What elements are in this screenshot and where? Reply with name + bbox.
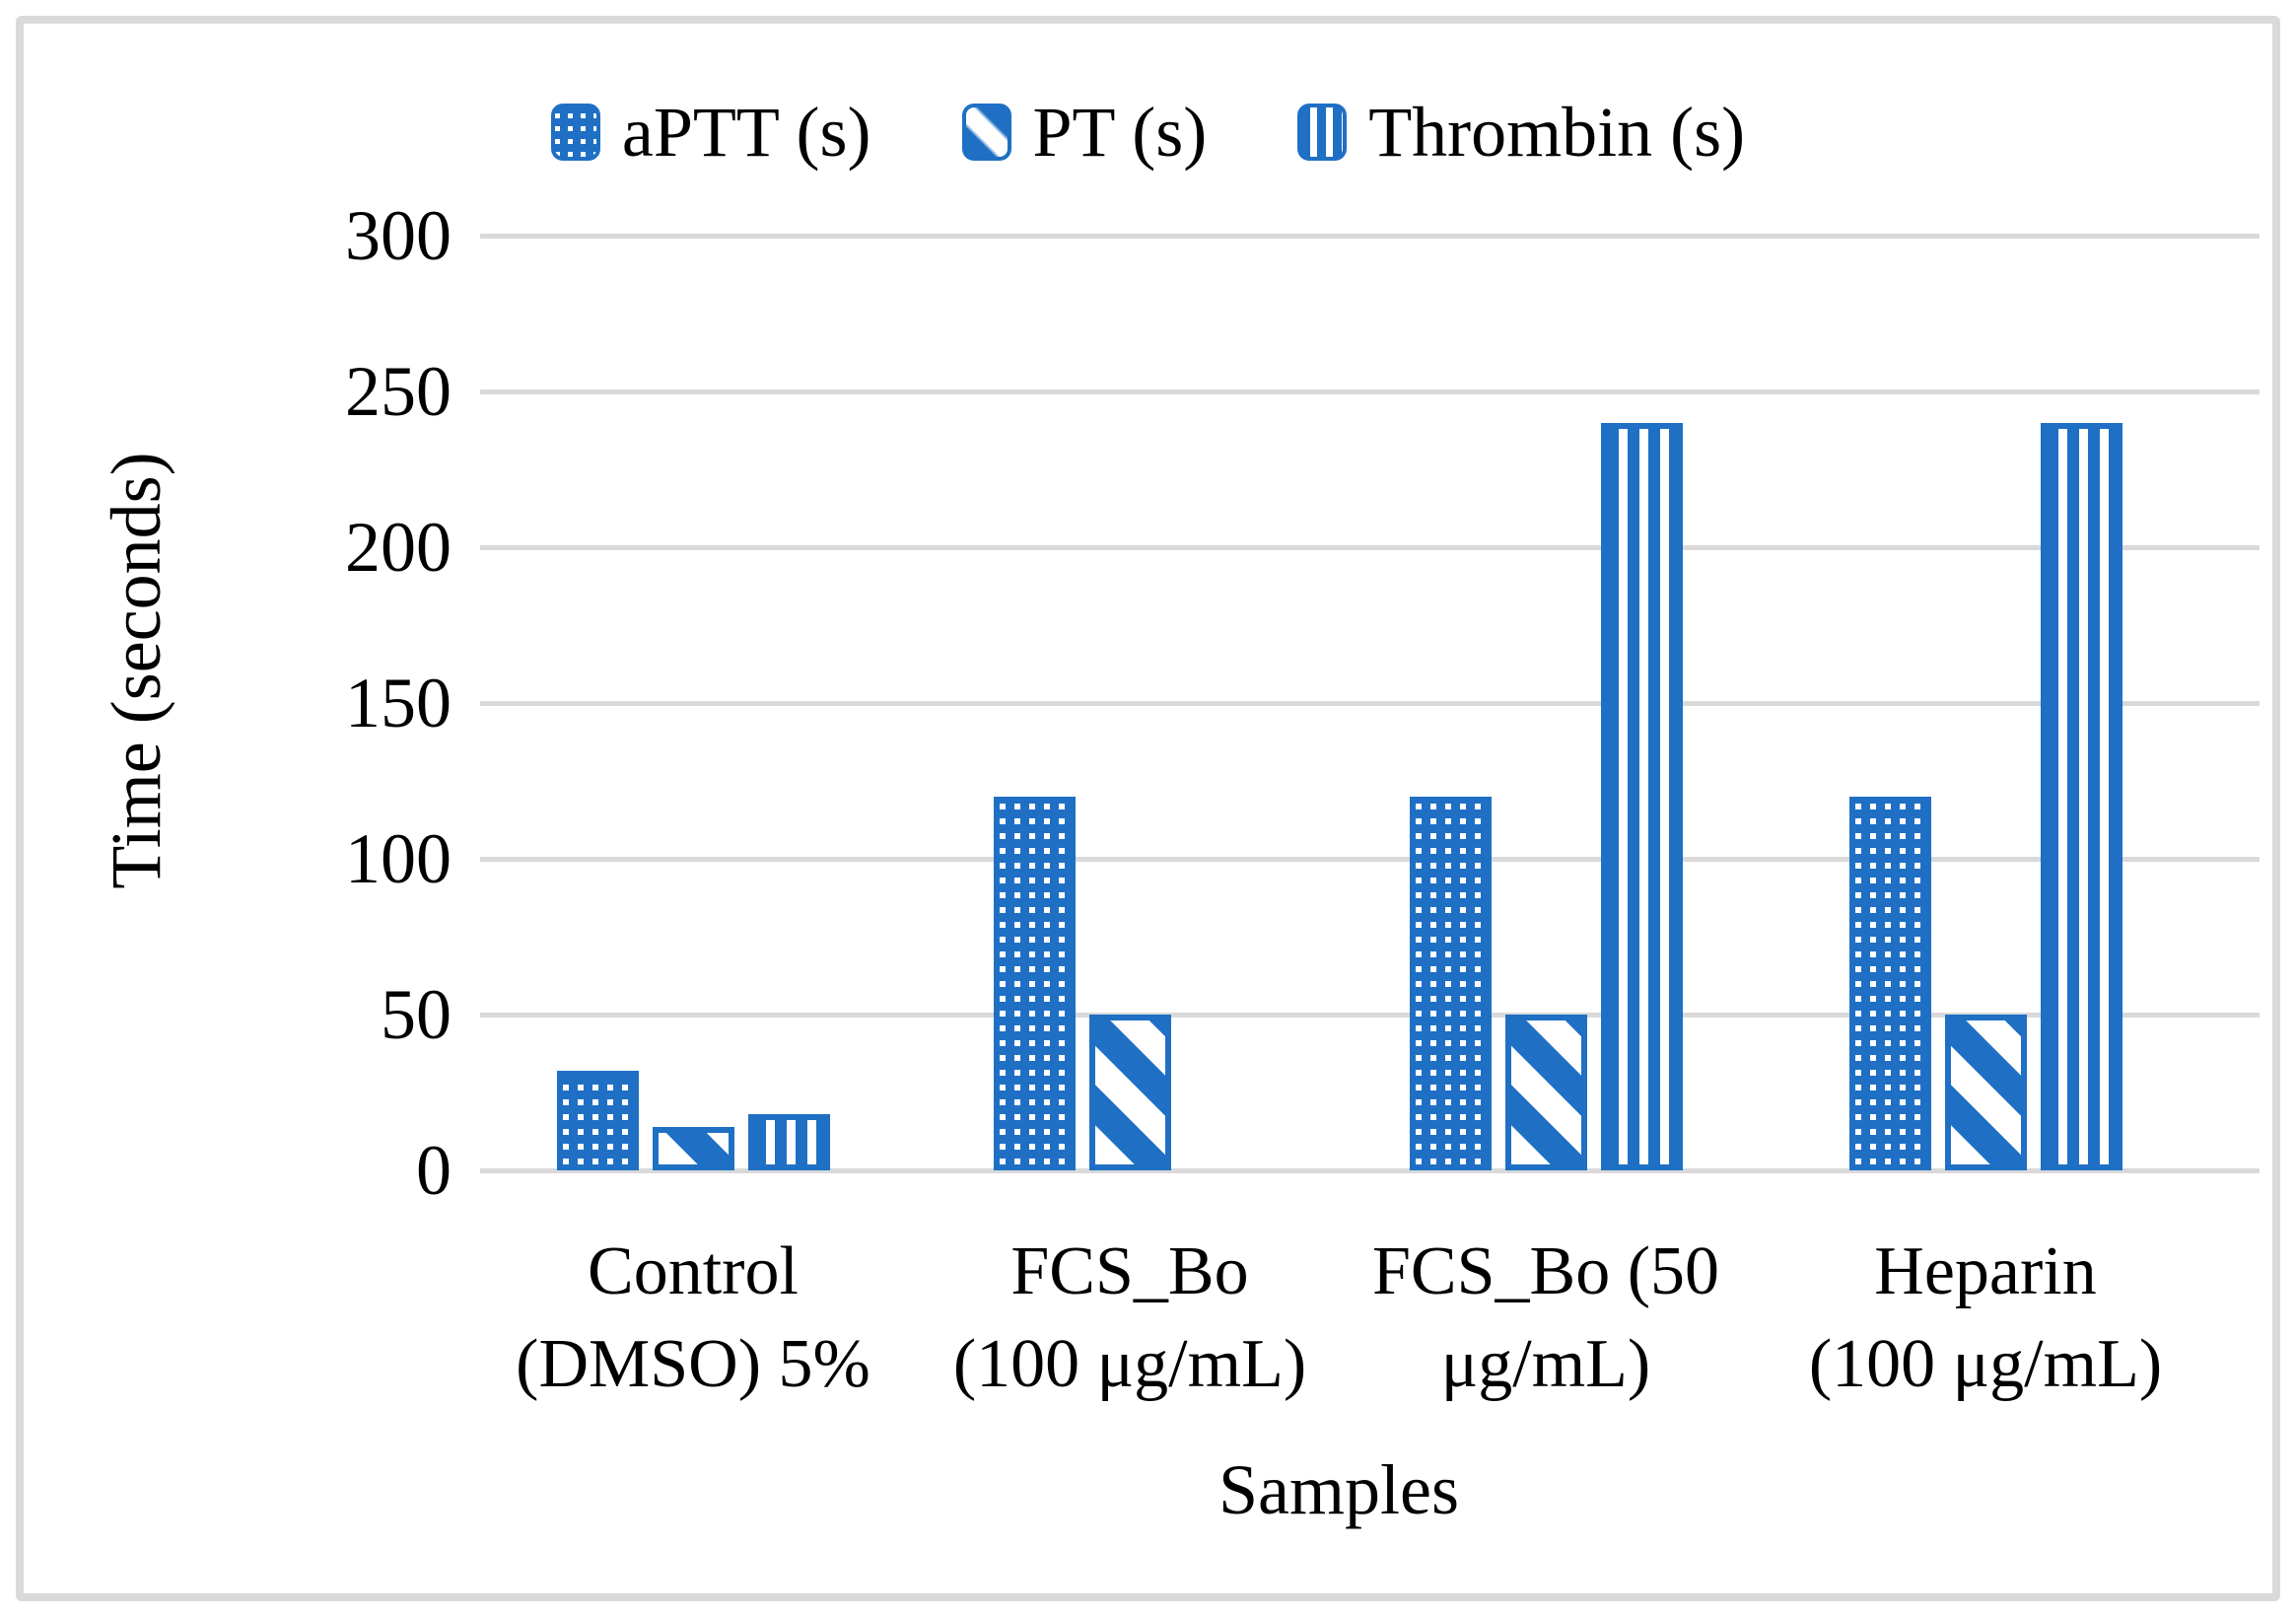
x-category-label-1: Control (DMSO) 5%	[466, 1226, 920, 1411]
y-tick-label-0: 0	[416, 1131, 452, 1210]
y-tick-label-300: 300	[345, 196, 452, 275]
legend-label-aptt: aPTT (s)	[621, 93, 871, 172]
gridline-y-150	[480, 701, 2260, 706]
x-category-label-line: Heparin	[1874, 1233, 2097, 1309]
bar-pt-group4	[1944, 1015, 2027, 1170]
bar-pt-group3	[1504, 1015, 1587, 1170]
legend-item-pt: PT (s)	[961, 93, 1208, 172]
bar-aptt-group4	[1848, 796, 1931, 1170]
x-category-label-line: (100 μg/mL)	[1808, 1326, 2163, 1402]
x-category-label-line: FCS_Bo (50	[1371, 1233, 1720, 1309]
x-category-label-line: (DMSO) 5%	[516, 1326, 870, 1402]
bar-thrombin-group4	[2040, 422, 2122, 1170]
x-axis-title: Samples	[1218, 1450, 1459, 1529]
bar-thrombin-group1	[747, 1114, 830, 1170]
x-category-label-3: FCS_Bo (50 μg/mL)	[1319, 1226, 1773, 1411]
bar-aptt-group2	[993, 796, 1076, 1170]
x-category-label-line: Control	[588, 1233, 799, 1309]
gridline-y-0	[480, 1168, 2260, 1173]
bar-aptt-group3	[1409, 796, 1492, 1170]
legend-label-thrombin: Thrombin (s)	[1368, 93, 1746, 172]
x-category-label-line: (100 μg/mL)	[952, 1326, 1307, 1402]
y-tick-label-50: 50	[381, 975, 452, 1054]
gridline-y-100	[480, 857, 2260, 862]
gridline-y-50	[480, 1013, 2260, 1018]
legend-item-thrombin: Thrombin (s)	[1297, 97, 1745, 168]
bar-aptt-group1	[556, 1070, 639, 1170]
gridline-y-250	[480, 389, 2260, 394]
bar-thrombin-group3	[1600, 422, 1683, 1170]
x-category-label-line: μg/mL)	[1440, 1326, 1651, 1402]
x-category-label-4: Heparin (100 μg/mL)	[1759, 1226, 2212, 1411]
y-tick-label-200: 200	[345, 508, 452, 587]
x-category-label-2: FCS_Bo (100 μg/mL)	[903, 1226, 1357, 1411]
y-axis-title: Time (seconds)	[97, 452, 175, 889]
pt-diagonal-pattern-swatch-icon	[961, 104, 1011, 161]
thrombin-vertical-pattern-swatch-icon	[1297, 104, 1348, 161]
bar-pt-group1	[652, 1126, 734, 1170]
bar-pt-group2	[1088, 1015, 1171, 1170]
gridline-y-300	[480, 234, 2260, 239]
y-tick-label-250: 250	[345, 352, 452, 431]
x-category-label-line: FCS_Bo	[1010, 1233, 1249, 1309]
aptt-dotted-pattern-swatch-icon	[550, 104, 600, 161]
gridline-y-200	[480, 545, 2260, 550]
y-tick-label-100: 100	[345, 819, 452, 898]
y-tick-label-150: 150	[345, 664, 452, 742]
legend: aPTT (s) PT (s) Thrombin (s)	[0, 97, 2296, 168]
legend-item-aptt: aPTT (s)	[550, 93, 871, 172]
legend-label-pt: PT (s)	[1032, 93, 1208, 172]
